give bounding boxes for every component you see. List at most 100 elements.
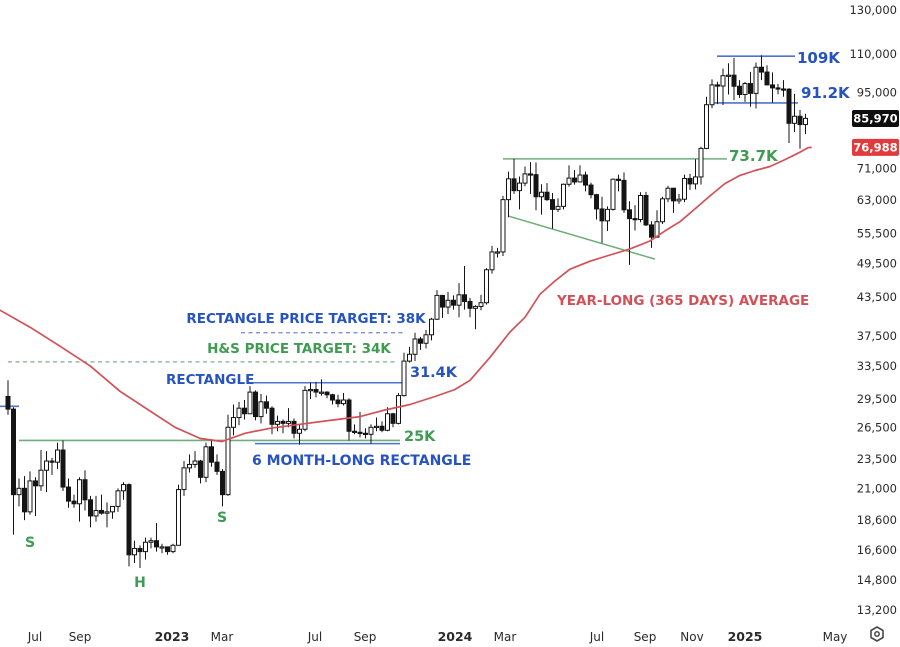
candle-body: [121, 484, 126, 492]
candle-body: [561, 183, 566, 207]
candle-body: [159, 546, 165, 549]
time-axis-label: 2023: [155, 629, 190, 644]
rectangle-label-label[interactable]: RECTANGLE: [166, 372, 254, 388]
price-109k-label[interactable]: 109K: [797, 49, 841, 67]
candle-body: [709, 84, 715, 106]
candle-body: [335, 399, 341, 405]
candle-body: [605, 208, 610, 222]
ma-name-label[interactable]: YEAR-LONG (365 DAYS) AVERAGE: [556, 293, 809, 309]
price-73-7k-label[interactable]: 73.7K: [729, 147, 779, 165]
candle-body: [99, 509, 104, 514]
candle-body: [286, 420, 291, 424]
candle-body: [137, 547, 143, 553]
price-axis-label: 110,000: [849, 47, 897, 61]
price-axis-label: 63,000: [857, 193, 897, 207]
candle-body: [203, 446, 209, 478]
candle-body: [275, 420, 280, 425]
candle-body: [33, 480, 38, 487]
candle-body: [665, 187, 671, 200]
head-label[interactable]: H: [134, 575, 146, 591]
candle-body: [462, 294, 467, 302]
candle-body: [225, 426, 231, 496]
candle-body: [726, 74, 731, 77]
candle-body: [357, 431, 363, 434]
candle-body: [528, 173, 533, 176]
candle-body: [368, 426, 374, 435]
moving-average-line[interactable]: [0, 146, 812, 443]
candle-body: [181, 467, 187, 491]
candle-body: [577, 174, 583, 183]
right-shoulder-label[interactable]: S: [217, 510, 227, 526]
candle-body: [198, 460, 203, 478]
candle-body: [192, 460, 198, 465]
candle-body: [742, 83, 748, 95]
candle-body: [627, 209, 632, 220]
candle-body: [165, 546, 170, 553]
candle-body: [720, 75, 726, 87]
candle-body: [539, 191, 544, 198]
candle-body: [698, 147, 704, 178]
gear-icon[interactable]: [870, 626, 884, 642]
candle-body: [715, 84, 720, 87]
candle-body: [5, 395, 11, 410]
candle-body: [27, 480, 33, 513]
time-axis-label: May: [823, 630, 848, 644]
time-axis-label: Jul: [27, 630, 42, 644]
ma-price-badge: [852, 138, 899, 156]
price-axis-label: 49,500: [857, 256, 897, 270]
candle-body: [143, 541, 148, 553]
rectangle-price-target-label[interactable]: RECTANGLE PRICE TARGET: 38K: [186, 311, 426, 327]
candle-body: [264, 401, 269, 409]
candle-body: [313, 389, 319, 393]
candle-body: [93, 509, 99, 517]
candle-body: [594, 194, 599, 210]
candle-body: [280, 420, 286, 424]
candle-body: [803, 117, 808, 126]
candle-body: [770, 84, 775, 89]
candle-body: [550, 199, 555, 210]
candle-body: [60, 449, 66, 488]
candle-body: [71, 500, 77, 505]
price-91-2k-label[interactable]: 91.2K: [801, 84, 851, 102]
candle-body: [341, 399, 346, 405]
candle-body: [759, 66, 764, 73]
left-shoulder-label[interactable]: S: [25, 535, 35, 551]
time-axis-label: Sep: [634, 630, 657, 644]
candle-body: [533, 174, 539, 198]
candle-body: [214, 461, 220, 472]
gear-icon-dot: [874, 631, 880, 637]
candle-body: [132, 547, 137, 556]
candle-body: [104, 511, 110, 514]
time-axis-label: Jul: [589, 630, 604, 644]
price-axis-label: 23,500: [857, 452, 897, 466]
candle-body: [319, 391, 324, 394]
candle-body: [456, 294, 462, 306]
time-axis-label: Mar: [211, 630, 234, 644]
price-axis-label: 18,600: [857, 513, 897, 527]
candle-body: [792, 115, 797, 124]
time-axis-label: Jul: [307, 630, 322, 644]
six-month-rectangle-label[interactable]: 6 MONTH-LONG RECTANGLE: [252, 453, 471, 469]
candle-body: [445, 299, 451, 308]
candle-body: [176, 489, 181, 546]
candle-body: [489, 251, 495, 271]
candle-body: [704, 104, 709, 149]
candle-body: [610, 178, 616, 210]
candle-body: [11, 408, 16, 496]
price-31-4k-label[interactable]: 31.4K: [410, 365, 458, 381]
descending-support-trendline[interactable]: [507, 215, 656, 260]
candle-body: [407, 353, 412, 362]
candle-body: [308, 389, 313, 392]
candle-body: [55, 449, 60, 463]
time-axis-label: Sep: [354, 630, 377, 644]
price-axis-label: 29,500: [857, 392, 897, 406]
candle-body: [621, 179, 627, 211]
candle-body: [115, 490, 121, 507]
candle-body: [253, 391, 258, 418]
candle-body: [269, 407, 275, 425]
price-25k-label[interactable]: 25K: [404, 429, 436, 445]
hs-price-target-label[interactable]: H&S PRICE TARGET: 34K: [207, 341, 391, 357]
candle-body: [412, 338, 418, 355]
candle-body: [451, 299, 456, 306]
